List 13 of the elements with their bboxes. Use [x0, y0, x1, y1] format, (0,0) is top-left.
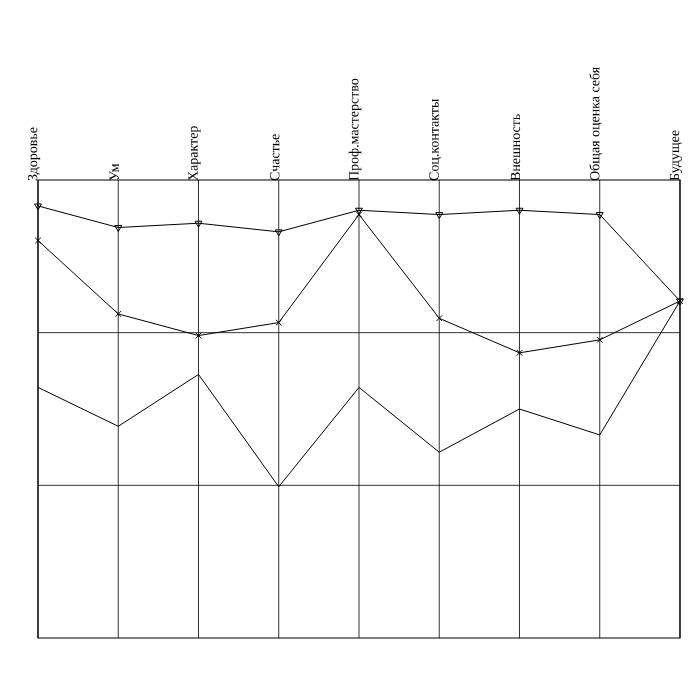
- point: [596, 336, 604, 344]
- point: [515, 207, 524, 215]
- point: [114, 310, 122, 318]
- point: [194, 220, 203, 228]
- point: [355, 207, 363, 215]
- point: [516, 349, 523, 357]
- point: [275, 319, 283, 326]
- point: [114, 225, 123, 233]
- point: [435, 314, 443, 322]
- point: [435, 212, 444, 220]
- point: [274, 229, 283, 237]
- point: [355, 211, 363, 218]
- point: [595, 212, 604, 220]
